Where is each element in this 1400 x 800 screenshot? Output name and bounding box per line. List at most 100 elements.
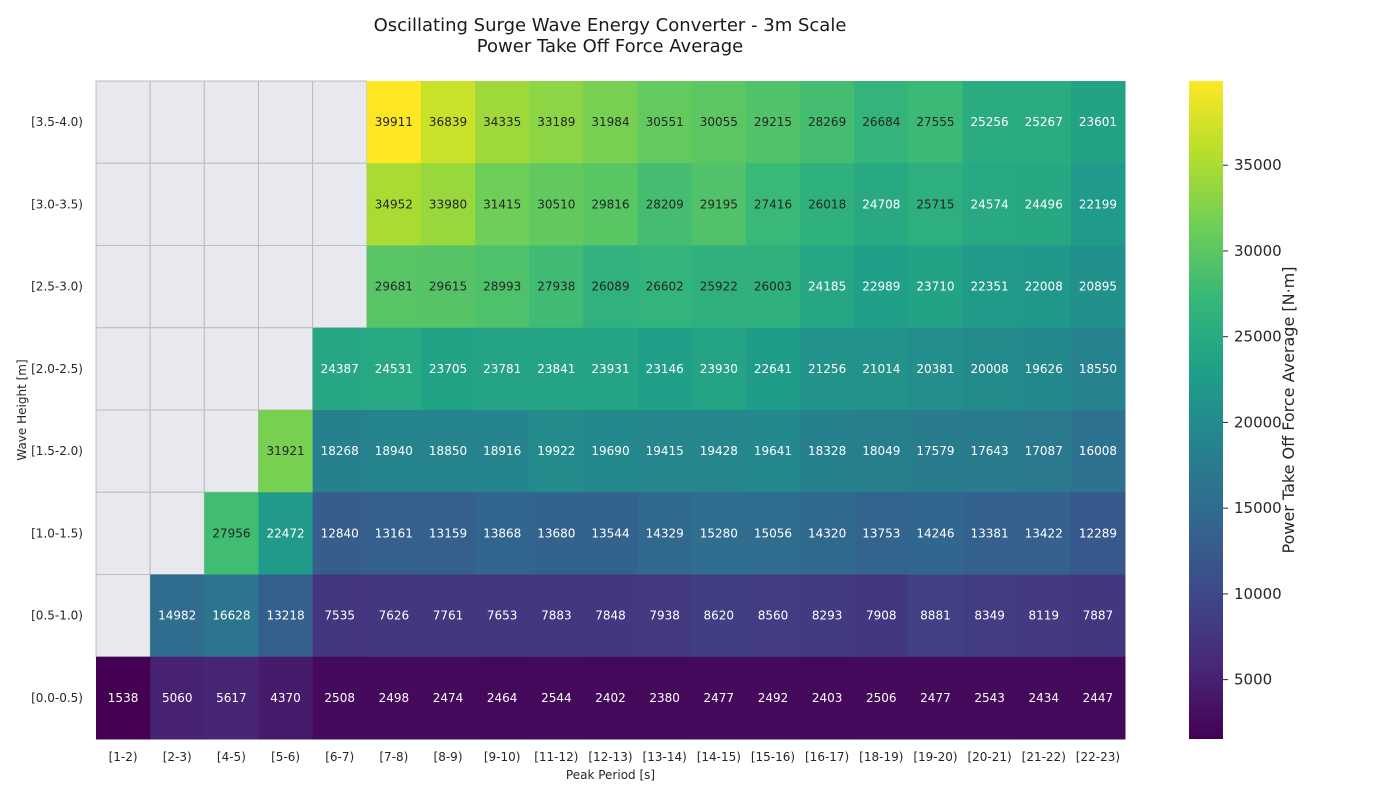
heatmap-cell	[475, 656, 530, 740]
heatmap-cell	[908, 163, 964, 246]
cell-value-label: 34952	[375, 197, 413, 211]
cell-value-label: 22199	[1079, 197, 1117, 211]
cell-value-label: 33980	[429, 197, 467, 211]
cell-value-label: 2544	[541, 691, 572, 705]
cell-value-label: 28209	[646, 197, 684, 211]
heatmap-cell	[800, 245, 855, 329]
cell-value-label: 7887	[1083, 609, 1114, 623]
heatmap-cell-empty	[257, 327, 314, 411]
heatmap-cell	[1016, 81, 1072, 164]
cell-value-label: 14246	[916, 526, 954, 540]
heatmap-cell	[691, 327, 747, 411]
cell-value-label: 17643	[971, 444, 1009, 458]
heatmap-cell	[529, 574, 584, 658]
heatmap-cell-empty	[203, 80, 259, 164]
heatmap-cell	[908, 574, 964, 658]
heatmap-cell	[908, 410, 964, 493]
cell-value-label: 23931	[591, 362, 629, 376]
heatmap-cell	[962, 492, 1018, 575]
cell-value-label: 12289	[1079, 526, 1117, 540]
cell-value-label: 7653	[487, 609, 518, 623]
heatmap-cell	[529, 656, 584, 740]
heatmap-cell	[583, 81, 639, 164]
heatmap-cell	[691, 656, 747, 740]
cell-value-label: 22472	[266, 526, 304, 540]
heatmap-cell	[1070, 656, 1126, 740]
cell-value-label: 23781	[483, 362, 521, 376]
cell-value-label: 24387	[321, 362, 359, 376]
heatmap-cell	[962, 245, 1018, 329]
cell-value-label: 23930	[700, 362, 738, 376]
heatmap-cell	[583, 245, 639, 329]
x-tick-label: [2-3)	[163, 750, 192, 764]
cell-value-label: 24531	[375, 362, 413, 376]
cell-value-label: 2477	[704, 691, 735, 705]
heatmap-cell	[312, 492, 368, 575]
cell-value-label: 23841	[537, 362, 575, 376]
heatmap-cell-empty	[149, 327, 205, 411]
cell-value-label: 29215	[754, 115, 792, 129]
heatmap-cell	[800, 81, 855, 164]
heatmap-cell	[637, 574, 693, 658]
cell-value-label: 13159	[429, 526, 467, 540]
cell-value-label: 26089	[591, 280, 629, 294]
heatmap-cell	[583, 574, 639, 658]
cell-value-label: 25267	[1025, 115, 1063, 129]
cell-value-label: 27956	[212, 526, 250, 540]
x-tick-label: [8-9)	[434, 750, 463, 764]
heatmap-cell	[962, 574, 1018, 658]
cell-value-label: 2447	[1083, 691, 1114, 705]
heatmap-cell	[475, 163, 530, 246]
cell-value-label: 30551	[646, 115, 684, 129]
heatmap-cell	[962, 81, 1018, 164]
heatmap-cell	[312, 327, 368, 411]
heatmap-cell	[258, 574, 314, 658]
cell-value-label: 26684	[862, 115, 900, 129]
cell-value-label: 24708	[862, 197, 900, 211]
heatmap-cell	[908, 327, 964, 411]
heatmap-cell-empty	[312, 162, 368, 246]
cell-value-label: 33189	[537, 115, 575, 129]
cell-value-label: 29615	[429, 280, 467, 294]
heatmap-cell	[1070, 574, 1126, 658]
heatmap-cell	[637, 163, 693, 246]
cell-value-label: 27938	[537, 280, 575, 294]
x-tick-label: [20-21)	[967, 750, 1011, 764]
y-tick-label: [2.5-3.0)	[31, 280, 83, 294]
heatmap-cell-empty	[312, 245, 368, 329]
cell-value-label: 7938	[649, 609, 680, 623]
heatmap-cell	[1016, 163, 1072, 246]
heatmap-cell	[529, 327, 584, 411]
heatmap-cell	[691, 574, 747, 658]
x-tick-label: [5-6)	[271, 750, 300, 764]
heatmap-cell	[529, 81, 584, 164]
y-tick-label: [0.5-1.0)	[31, 609, 83, 623]
y-axis-label: Wave Height [m]	[15, 359, 29, 460]
cell-value-label: 29681	[375, 280, 413, 294]
cell-value-label: 18049	[862, 444, 900, 458]
heatmap-cell-empty	[95, 491, 151, 575]
colorbar-tick-label: 5000	[1234, 671, 1272, 689]
heatmap-cell	[800, 163, 855, 246]
heatmap-cell	[420, 81, 476, 164]
x-tick-label: [9-10)	[484, 750, 521, 764]
cell-value-label: 29195	[700, 197, 738, 211]
cell-value-label: 19641	[754, 444, 792, 458]
heatmap-cell	[420, 245, 476, 329]
heatmap-cell	[745, 410, 801, 493]
cell-value-label: 7908	[866, 609, 897, 623]
colorbar-tick-label: 15000	[1234, 499, 1282, 517]
cell-value-label: 23710	[916, 280, 954, 294]
heatmap-cell	[529, 492, 584, 575]
cell-value-label: 19690	[591, 444, 629, 458]
heatmap-cell	[475, 245, 530, 329]
cell-value-label: 14320	[808, 526, 846, 540]
cell-value-label: 2380	[649, 691, 680, 705]
cell-value-label: 22641	[754, 362, 792, 376]
heatmap-cell-empty	[95, 327, 151, 411]
x-tick-label: [14-15)	[697, 750, 741, 764]
heatmap-cell	[420, 410, 476, 493]
cell-value-label: 7883	[541, 609, 572, 623]
heatmap-cell	[475, 81, 530, 164]
